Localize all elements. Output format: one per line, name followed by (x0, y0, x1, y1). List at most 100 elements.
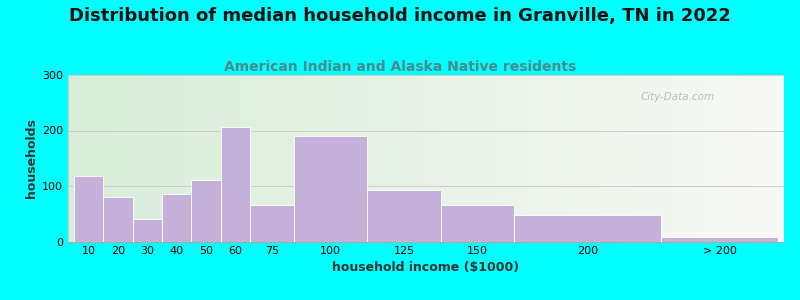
Bar (197, 75, 201, 242)
Bar (136, 75, 140, 242)
Bar (100, 75, 104, 242)
Bar (162, 194, 191, 242)
Bar (422, 75, 426, 242)
Bar (609, 75, 612, 242)
Bar (369, 75, 372, 242)
Bar (326, 75, 330, 242)
Bar (612, 75, 616, 242)
Bar (734, 75, 738, 242)
Bar (487, 75, 490, 242)
Bar (258, 75, 262, 242)
Bar (598, 75, 602, 242)
Bar (175, 75, 179, 242)
Bar (719, 75, 723, 242)
Bar (444, 75, 447, 242)
Bar (447, 75, 451, 242)
Bar (673, 75, 677, 242)
Bar (179, 75, 182, 242)
Bar (469, 75, 473, 242)
Bar (781, 75, 784, 242)
Bar (698, 75, 702, 242)
Bar (279, 75, 283, 242)
Bar (97, 75, 100, 242)
Bar (68, 75, 71, 242)
Bar (594, 75, 598, 242)
Bar (534, 75, 537, 242)
Bar (190, 75, 194, 242)
Bar (229, 75, 233, 242)
Bar (766, 75, 770, 242)
Bar (315, 75, 318, 242)
Bar (522, 75, 526, 242)
Bar (204, 75, 208, 242)
Bar (555, 75, 558, 242)
Bar (304, 75, 308, 242)
Bar (440, 75, 444, 242)
Bar (426, 75, 430, 242)
Bar (755, 75, 759, 242)
Bar (161, 75, 165, 242)
Bar (103, 197, 133, 242)
Bar (726, 75, 730, 242)
Bar (451, 75, 454, 242)
Text: Distribution of median household income in Granville, TN in 2022: Distribution of median household income … (69, 8, 731, 26)
Bar (573, 75, 576, 242)
Bar (551, 75, 555, 242)
Bar (347, 75, 351, 242)
Bar (462, 75, 466, 242)
Bar (372, 75, 376, 242)
Bar (340, 75, 344, 242)
Text: City-Data.com: City-Data.com (641, 92, 715, 102)
Bar (276, 75, 279, 242)
Bar (466, 75, 469, 242)
Bar (508, 75, 512, 242)
Bar (376, 75, 379, 242)
Bar (379, 75, 383, 242)
Bar (367, 190, 441, 242)
Bar (419, 75, 422, 242)
Bar (441, 206, 514, 242)
Bar (490, 75, 494, 242)
Bar (602, 75, 605, 242)
Bar (337, 75, 340, 242)
Bar (537, 75, 541, 242)
Bar (201, 75, 204, 242)
Bar (165, 75, 168, 242)
Bar (641, 75, 644, 242)
Bar (405, 75, 408, 242)
Bar (437, 75, 440, 242)
Bar (408, 75, 412, 242)
Bar (308, 75, 311, 242)
Bar (680, 75, 684, 242)
Bar (262, 75, 265, 242)
Bar (738, 75, 741, 242)
Bar (182, 75, 186, 242)
Bar (154, 75, 158, 242)
Bar (111, 75, 114, 242)
Bar (666, 75, 670, 242)
Bar (433, 75, 437, 242)
Bar (712, 75, 716, 242)
Bar (401, 75, 405, 242)
Bar (651, 75, 655, 242)
Bar (243, 75, 247, 242)
Bar (265, 75, 269, 242)
Bar (630, 75, 634, 242)
Bar (221, 127, 250, 242)
Bar (301, 75, 304, 242)
Bar (226, 75, 229, 242)
Bar (748, 75, 752, 242)
Bar (365, 75, 369, 242)
Bar (623, 75, 626, 242)
Bar (247, 75, 250, 242)
Bar (558, 75, 562, 242)
Bar (383, 75, 386, 242)
Bar (619, 75, 623, 242)
Bar (501, 75, 505, 242)
Bar (233, 75, 236, 242)
Bar (208, 75, 211, 242)
Bar (587, 75, 590, 242)
Bar (71, 75, 75, 242)
Bar (146, 75, 150, 242)
Bar (333, 75, 337, 242)
